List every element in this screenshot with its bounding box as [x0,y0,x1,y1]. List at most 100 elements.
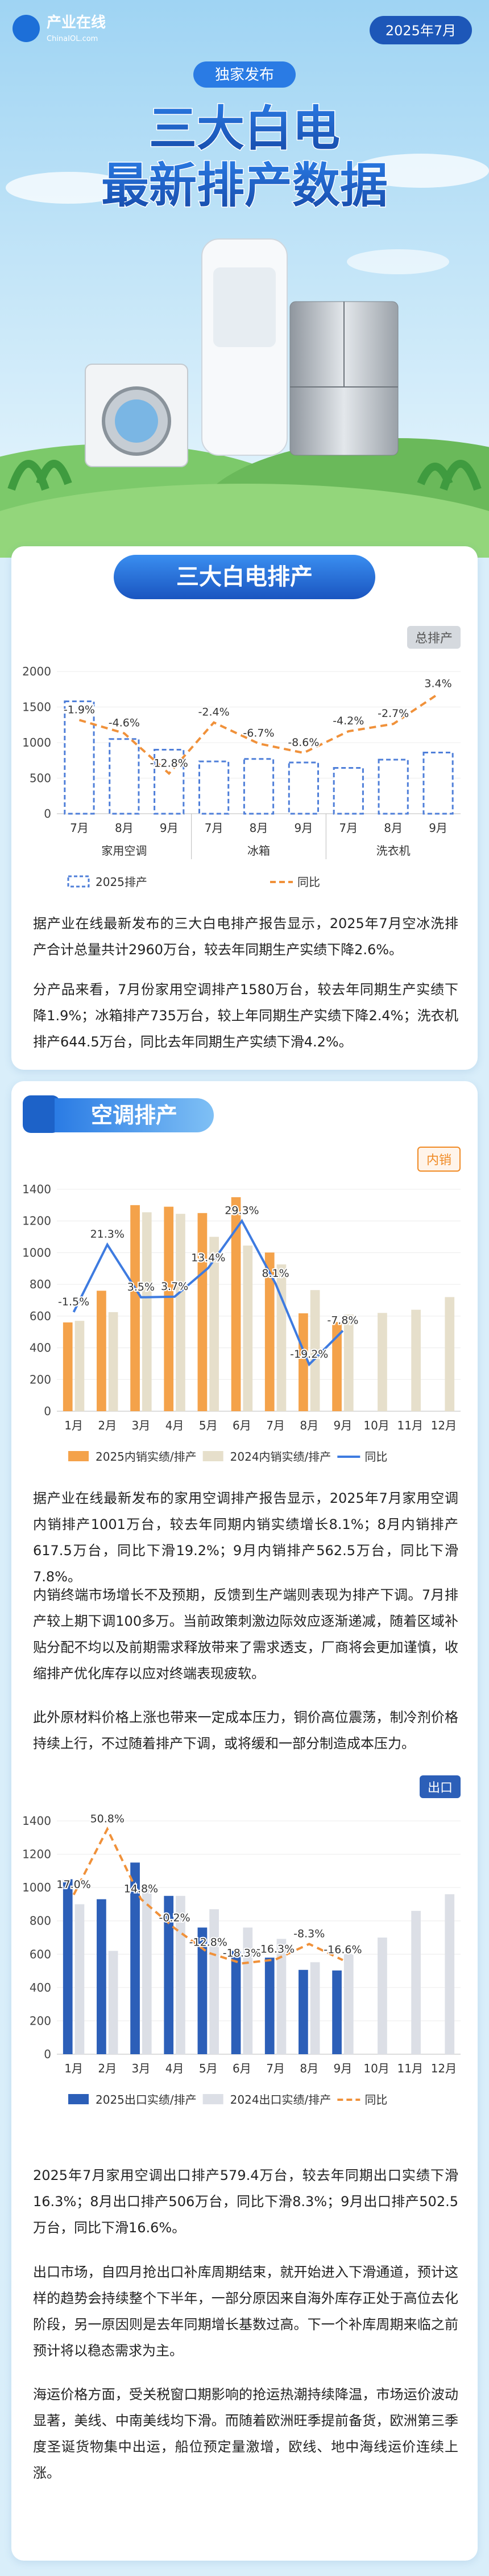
x-tick-label: 4月 [165,1419,184,1432]
x-tick-label: 2月 [98,2062,117,2075]
legend-label: 同比 [364,1450,387,1464]
bar [411,1911,421,2054]
paragraph: 据产业在线最新发布的三大白电排产报告显示，2025年7月空冰洗排产合计总量共计2… [33,916,458,958]
x-tick-label: 9月 [334,2062,353,2075]
bar [164,1895,174,2054]
header-illustration: 产业在线 ChinaIOL.com 2025年7月 独家发布 三大白电 最新排产… [0,0,489,558]
bar [378,1313,387,1411]
bar [74,1321,85,1411]
bar [378,1938,387,2054]
line [72,1826,343,1965]
bar [264,1252,275,1411]
y-tick-label: 0 [44,1404,51,1418]
value-label: -18.3% [223,1947,261,1959]
bar [445,1894,455,2054]
x-tick-label: 6月 [233,2062,251,2075]
bar [209,1237,219,1411]
line [72,1218,344,1367]
value-label: 17.0% [56,1878,90,1891]
bar [209,1909,219,2054]
plants [7,460,482,491]
tag: 独家发布 [215,67,274,84]
x-tick-label: 7月 [266,1419,285,1432]
value-label: 21.3% [90,1228,125,1240]
chart: 0 200 400 600 800 1000 1200 1400 1月 2月 3月 4月 5月 6月 7月 8… [22,1811,461,2107]
bar [411,1309,421,1411]
paragraph: 此外原材料价格上涨也带来一定成本压力，铜价高位震荡，制冷剂价格持续上行，不过随着… [33,1709,458,1751]
y-tick-label: 400 [30,1341,51,1355]
y-tick-label: 1200 [22,1848,51,1861]
value-label: -4.2% [333,715,364,727]
bar [130,1205,140,1411]
value-label: -19.2% [290,1348,328,1361]
bar [288,761,319,815]
bar [276,1939,287,2054]
legend-label: 同比 [297,875,320,889]
y-tick-label: 0 [44,807,51,821]
x-tick-label: 9月 [429,821,447,835]
chart: 0 200 400 600 800 1000 1200 1400 1月 2月 3月 4月 5月 6月 7月 8… [22,1182,461,1464]
bar [97,1291,106,1411]
bar [108,1312,118,1411]
bar [63,1322,73,1411]
bar [130,1862,140,2054]
section-title: 空调排产 [55,1098,214,1132]
x-tick-label: 11月 [397,1419,423,1432]
bar [97,1899,106,2054]
legend-swatch [68,2094,89,2104]
bar [243,758,275,815]
x-tick-label: 8月 [384,821,403,835]
logo-sub: ChinaIOL.com [47,35,98,43]
bar [197,1213,208,1411]
x-tick-label: 9月 [160,821,179,835]
x-tick-label: 7月 [205,821,223,835]
legend-label: 2024内销实绩/排产 [230,1450,331,1464]
bar [332,1322,342,1411]
x-tick-label: 9月 [295,821,313,835]
bar [164,1206,174,1411]
section-icon [23,1095,60,1133]
x-tick-label: 7月 [266,2062,285,2075]
legend-swatch [68,1451,89,1461]
chart-badge: 内销 [417,1147,461,1172]
group-label: 洗衣机 [376,844,411,858]
paragraph: 出口市场，自四月抢出口补库周期结束，就开始进入下滑通道，预计这样的趋势会持续整个… [33,2264,458,2359]
y-tick-label: 800 [30,1914,51,1928]
value-label: 3.4% [424,678,451,690]
group-label: 冰箱 [247,844,270,858]
bar [154,749,185,815]
paragraph: 2025年7月家用空调出口排产579.4万台，较去年同期出口实绩下滑16.3%；… [33,2167,458,2236]
x-tick-label: 8月 [115,821,134,835]
y-tick-label: 1000 [22,1246,51,1259]
x-tick-label: 11月 [397,2062,423,2075]
legend-label: 2025内销实绩/排产 [96,1450,197,1464]
y-tick-label: 600 [30,1309,51,1323]
value-label: -4.6% [109,717,140,729]
value-label: 50.8% [90,1812,125,1825]
value-label: -2.7% [378,707,409,720]
value-label: 3.5% [127,1281,155,1293]
y-tick-label: 800 [30,1277,51,1291]
value-label: -16.6% [324,1944,362,1956]
date: 2025年7月 [386,23,456,39]
x-tick-label: 1月 [64,1419,83,1432]
x-tick-label: 5月 [199,2062,218,2075]
legend-label: 2025出口实绩/排产 [96,2093,197,2107]
bar [231,1951,241,2054]
y-tick-label: 200 [30,1373,51,1386]
bar [109,738,140,815]
x-tick-label: 5月 [199,1419,218,1432]
legend-label: 2025排产 [96,875,147,889]
bar [243,1927,253,2054]
paragraph: 据产业在线最新发布的家用空调排产报告显示，2025年7月家用空调内销排产1001… [33,1490,458,1585]
y-tick-label: 2000 [22,665,51,678]
section-title: 三大白电排产 [114,555,375,599]
value-label: -12.8% [189,1936,227,1949]
x-tick-label: 8月 [250,821,268,835]
paragraph: 内销终端市场增长不及预期，反馈到生产端则表现为排产下调。7月排产较上期下调100… [33,1587,458,1681]
hill [0,484,489,558]
x-tick-label: 12月 [431,1419,457,1432]
